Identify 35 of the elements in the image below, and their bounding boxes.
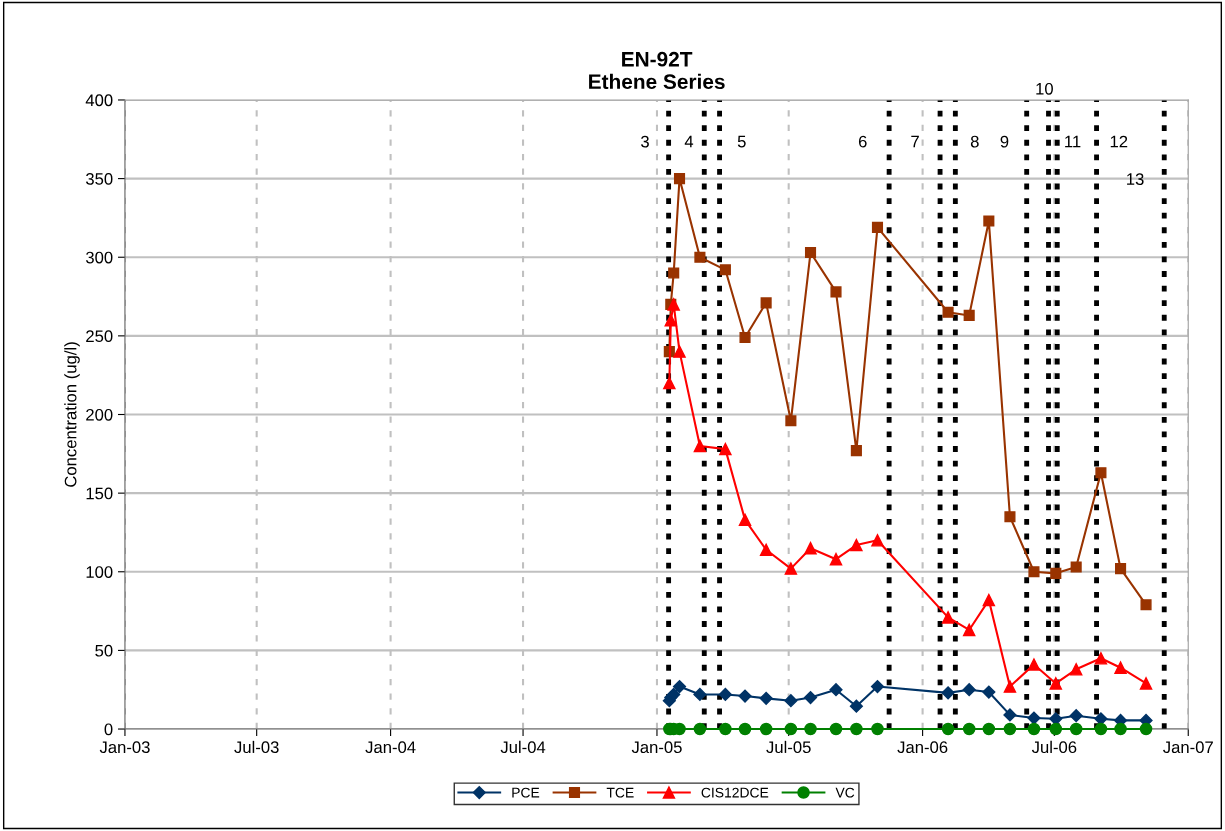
legend-label: PCE: [512, 787, 540, 798]
x-tick-label: Jan-06: [897, 741, 948, 754]
y-tick-label: 250: [86, 330, 113, 343]
y-tick-label: 300: [85, 251, 113, 264]
chart-title: EN-92T Ethene Series: [589, 51, 725, 90]
x-tick-label: Jul-05: [766, 740, 811, 754]
y-tick-label: 50: [95, 644, 113, 657]
legend-label: CIS12DCE: [701, 787, 769, 798]
x-tick-label: Jan-03: [99, 741, 150, 754]
x-tick-label: Jul-03: [234, 740, 279, 754]
ref-line-label: 6: [858, 135, 867, 148]
y-tick-label: 400: [85, 94, 113, 107]
ref-line-label: 5: [737, 135, 746, 148]
y-tick-label: 100: [86, 566, 113, 578]
y-tick-label: 350: [85, 173, 113, 185]
ref-line-label: 10: [1036, 82, 1053, 95]
legend-label: TCE: [606, 787, 634, 798]
y-tick-label: 0: [104, 723, 113, 736]
ref-line-label: 8: [970, 135, 979, 148]
y-axis-title: Concentration (ug/l): [64, 342, 80, 487]
ref-line-label: 9: [1000, 135, 1009, 148]
ref-line-label: 11: [1065, 135, 1081, 148]
ref-line-label: 4: [684, 135, 694, 148]
ref-line-label: 12: [1110, 135, 1128, 148]
y-tick-label: 150: [86, 487, 113, 500]
x-tick-label: Jan-07: [1163, 741, 1213, 754]
x-tick-label: Jul-06: [1031, 740, 1077, 754]
y-tick-label: 200: [86, 408, 113, 421]
legend-label: VC: [835, 787, 855, 798]
x-tick-label: Jul-04: [500, 740, 546, 754]
x-tick-label: Jan-05: [631, 741, 682, 754]
x-tick-label: Jan-04: [365, 741, 416, 754]
ref-line-label: 3: [641, 135, 649, 148]
ref-line-label: 7: [911, 135, 919, 148]
ref-line-label: 13: [1127, 173, 1144, 185]
